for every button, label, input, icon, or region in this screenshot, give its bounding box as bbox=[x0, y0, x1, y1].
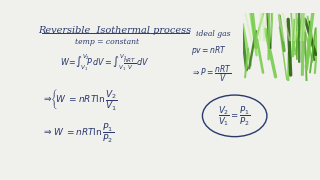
Text: $\Rightarrow W \;= nRT\ln\dfrac{P_1}{P_2}$: $\Rightarrow W \;= nRT\ln\dfrac{P_1}{P_2… bbox=[43, 121, 115, 145]
Text: temp = constant: temp = constant bbox=[75, 38, 139, 46]
Text: $pv = nRT$: $pv = nRT$ bbox=[191, 44, 227, 57]
Text: Reversible  Isothermal process: Reversible Isothermal process bbox=[38, 26, 191, 35]
Text: ideal gas: ideal gas bbox=[196, 30, 231, 38]
Text: $W\!=\!\int_{V_1}^{V_2}\!\!P\,dV = \int_{V_1}^{V_2}\!\!\frac{nRT}{V}\,dV$: $W\!=\!\int_{V_1}^{V_2}\!\!P\,dV = \int_… bbox=[60, 52, 149, 73]
Text: $\dfrac{V_2}{V_1} = \dfrac{P_1}{P_2}$: $\dfrac{V_2}{V_1} = \dfrac{P_1}{P_2}$ bbox=[218, 104, 251, 128]
Text: $\Rightarrow P = \dfrac{nRT}{V}$: $\Rightarrow P = \dfrac{nRT}{V}$ bbox=[191, 63, 232, 84]
Text: $\Rightarrow\!\!\left\{\!W \;= nRT\ln\dfrac{V_2}{V_1}\right.$: $\Rightarrow\!\!\left\{\!W \;= nRT\ln\df… bbox=[43, 87, 118, 112]
